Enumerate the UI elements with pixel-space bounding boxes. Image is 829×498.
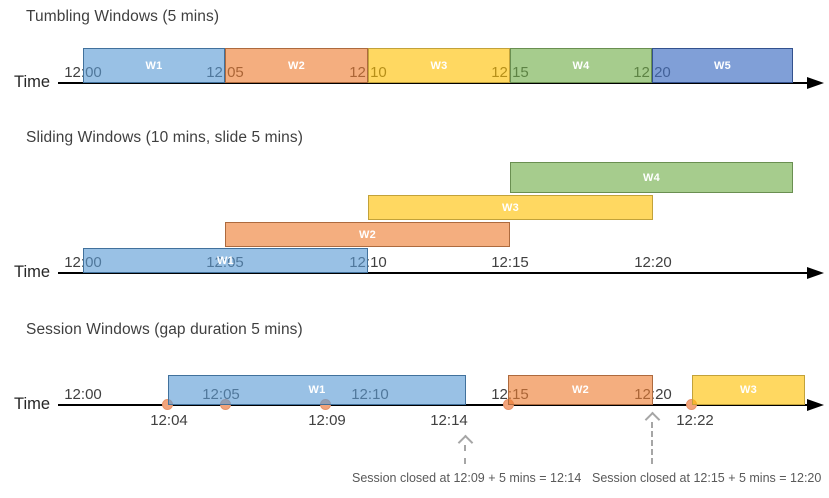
window-label: W2 (287, 59, 306, 72)
time-axis-label-session: Time (14, 395, 51, 413)
window-label: W1 (308, 384, 326, 396)
event-time-label-12:09: 12:09 (308, 412, 346, 429)
time-axis-arrowhead-tumbling (807, 77, 824, 89)
event-time-label-12:04: 12:04 (150, 412, 188, 429)
window-tumbling-w1: W1 (83, 48, 225, 83)
callout-text: Session closed at 12:09 + 5 mins = 12:14 (352, 471, 582, 485)
callout-dashed-arrow (464, 445, 466, 464)
window-label: W3 (501, 201, 520, 214)
window-tumbling-w4: W4 (510, 48, 652, 83)
window-label: W4 (642, 171, 661, 184)
window-label: W2 (358, 228, 377, 241)
window-label: W2 (571, 384, 590, 396)
window-label: W3 (739, 384, 758, 396)
window-label: W5 (713, 59, 732, 72)
window-session-w2: W2 (508, 375, 653, 405)
tick-label-sliding-12:15: 12:15 (491, 254, 529, 271)
window-session-w3: W3 (692, 375, 805, 405)
callout-text: Session closed at 12:15 + 5 mins = 12:20 (592, 471, 822, 485)
window-label: W3 (430, 59, 448, 72)
event-time-label-12:14: 12:14 (430, 412, 468, 429)
window-tumbling-w3: W3 (368, 48, 510, 83)
window-session-w1: W1 (168, 375, 466, 405)
window-sliding-w3: W3 (368, 195, 653, 220)
section-title-session: Session Windows (gap duration 5 mins) (26, 321, 303, 338)
section-title-tumbling: Tumbling Windows (5 mins) (26, 8, 220, 25)
window-label: W1 (216, 254, 235, 267)
window-tumbling-w5: W5 (652, 48, 793, 83)
time-axis-label-tumbling: Time (14, 73, 51, 91)
time-axis-tumbling (58, 82, 810, 84)
time-axis-arrowhead-sliding (807, 267, 824, 279)
tick-label-sliding-12:20: 12:20 (634, 254, 672, 271)
time-axis-sliding (58, 272, 810, 274)
callout-dashed-arrow (651, 422, 653, 464)
window-label: W1 (145, 59, 163, 72)
window-tumbling-w2: W2 (225, 48, 368, 83)
window-sliding-w2: W2 (225, 222, 510, 247)
window-sliding-w1: W1 (83, 248, 368, 273)
event-time-label-12:22: 12:22 (676, 412, 714, 429)
tick-label-session-12:00: 12:00 (64, 386, 102, 403)
time-axis-session (58, 404, 810, 406)
time-axis-label-sliding: Time (14, 263, 51, 281)
window-label: W4 (572, 59, 590, 72)
section-title-sliding: Sliding Windows (10 mins, slide 5 mins) (26, 129, 303, 146)
window-sliding-w4: W4 (510, 162, 793, 193)
time-axis-arrowhead-session (807, 399, 824, 411)
